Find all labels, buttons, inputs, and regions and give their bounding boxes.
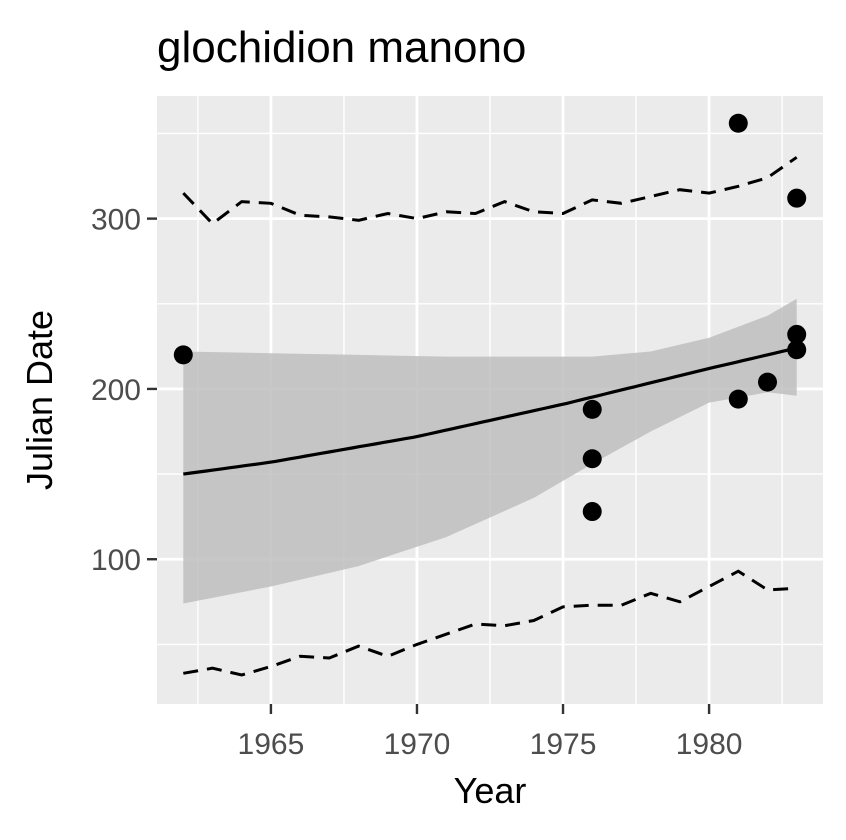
data-point: [787, 188, 807, 208]
chart-title: glochidion manono: [157, 23, 526, 72]
x-tick-label: 1965: [238, 728, 305, 761]
trend-line-layer: [183, 346, 798, 476]
x-axis-label: Year: [454, 770, 527, 811]
quantile-lines-layer: [182, 156, 798, 677]
data-point: [787, 340, 807, 360]
data-point: [582, 449, 602, 469]
data-point: [787, 324, 807, 344]
data-point: [173, 345, 193, 365]
y-axis-label: Julian Date: [19, 310, 60, 490]
data-point: [582, 399, 602, 419]
y-axis: 100 200 300: [91, 204, 157, 577]
data-point: [758, 372, 777, 392]
y-tick-label: 100: [91, 544, 141, 577]
x-tick-label: 1980: [676, 728, 743, 761]
x-axis: 1965 1970 1975 1980: [238, 704, 743, 761]
y-tick-label: 300: [91, 204, 141, 237]
data-point: [582, 502, 602, 522]
x-tick-label: 1970: [384, 728, 451, 761]
confidence-band-layer: [183, 298, 797, 604]
trend-line: [183, 346, 798, 476]
upper-quantile-line: [182, 156, 798, 226]
y-tick-label: 200: [91, 374, 141, 407]
data-point: [728, 389, 748, 409]
confidence-band: [183, 298, 797, 604]
data-points-layer: [173, 113, 807, 522]
lower-quantile-line: [183, 569, 797, 677]
x-tick-label: 1975: [530, 728, 597, 761]
data-point: [728, 113, 748, 133]
